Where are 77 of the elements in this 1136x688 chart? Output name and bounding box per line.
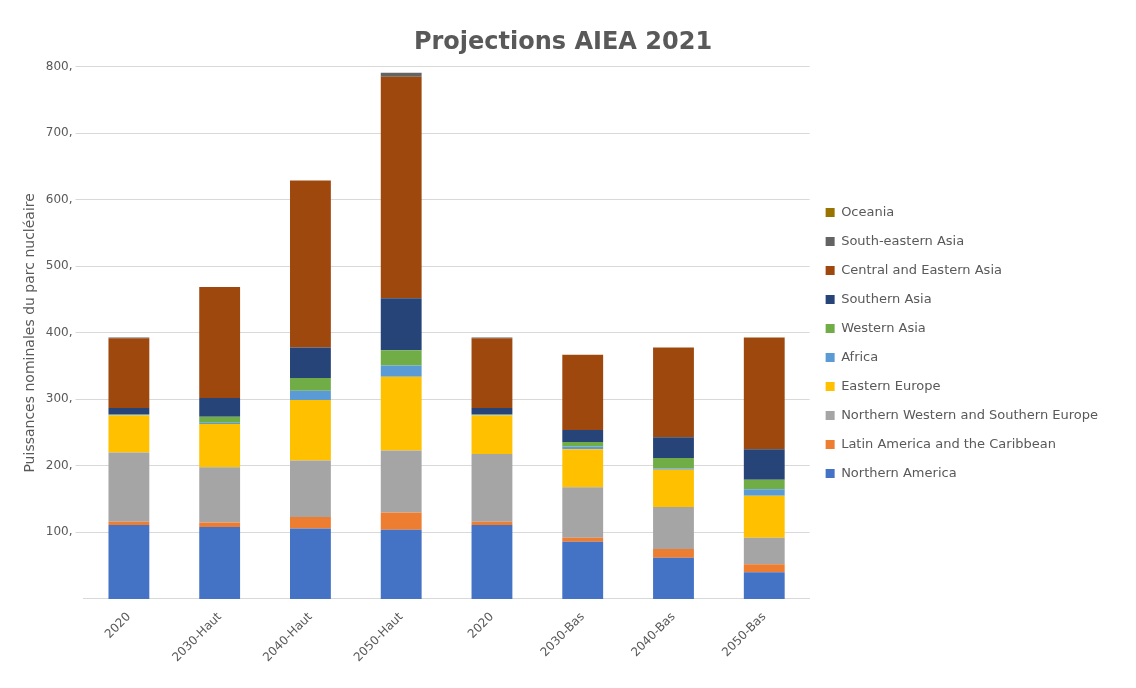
bar bbox=[471, 338, 513, 408]
y-tick-label: 400, bbox=[45, 324, 73, 339]
y-tick-label: 700, bbox=[45, 125, 73, 140]
bar bbox=[743, 479, 785, 490]
bar bbox=[380, 298, 422, 351]
bar bbox=[108, 338, 150, 408]
bar bbox=[562, 441, 604, 447]
bar bbox=[199, 423, 241, 468]
bar bbox=[380, 365, 422, 377]
bar bbox=[290, 180, 331, 348]
y-axis-title: Puissances nominales du parc nucléaire bbox=[21, 193, 38, 473]
bar bbox=[743, 449, 785, 480]
bar bbox=[108, 521, 150, 526]
bar bbox=[290, 378, 331, 391]
bar bbox=[380, 376, 422, 451]
bar bbox=[653, 469, 694, 508]
y-tick-label: 500, bbox=[45, 258, 73, 273]
bar bbox=[290, 528, 331, 599]
legend-label: South-eastern Asia bbox=[841, 232, 965, 248]
bar bbox=[562, 541, 604, 599]
bar bbox=[562, 354, 604, 430]
bar bbox=[199, 286, 241, 399]
legend-label: Southern Asia bbox=[841, 290, 932, 306]
bar bbox=[380, 529, 422, 599]
legend-label: Africa bbox=[841, 348, 879, 364]
legend-label: Central and Eastern Asia bbox=[841, 261, 1002, 277]
bar bbox=[653, 437, 694, 458]
legend-label: Western Asia bbox=[841, 319, 926, 335]
y-tick-label: 200, bbox=[45, 457, 73, 472]
bar bbox=[471, 415, 513, 454]
bar bbox=[380, 450, 422, 513]
bar bbox=[562, 449, 604, 488]
bar bbox=[290, 400, 331, 461]
bar bbox=[562, 487, 604, 538]
bar bbox=[562, 537, 604, 542]
bar bbox=[199, 398, 241, 417]
y-tick-label: 100, bbox=[45, 524, 73, 539]
bar bbox=[108, 452, 150, 522]
bar bbox=[199, 522, 241, 528]
bar bbox=[653, 347, 694, 438]
legend-label: Eastern Europe bbox=[841, 377, 941, 393]
legend-label: Northern America bbox=[841, 464, 957, 480]
bar bbox=[743, 572, 785, 599]
bar bbox=[743, 564, 785, 573]
legend-label: Northern Western and Southern Europe bbox=[841, 406, 1099, 422]
y-tick-label: 800, bbox=[45, 58, 73, 73]
bar bbox=[743, 489, 785, 496]
bar bbox=[471, 453, 513, 522]
bar bbox=[471, 525, 513, 599]
bar bbox=[290, 517, 331, 529]
bar bbox=[108, 407, 150, 414]
chart-title: Projections AIEA 2021 bbox=[413, 26, 713, 55]
bar bbox=[108, 525, 150, 599]
y-tick-label: 600, bbox=[45, 191, 73, 206]
bar bbox=[290, 347, 331, 379]
bar bbox=[380, 350, 422, 366]
bar bbox=[653, 548, 694, 558]
bar bbox=[199, 416, 241, 423]
bar bbox=[743, 337, 785, 450]
bar bbox=[380, 512, 422, 530]
bar bbox=[743, 537, 785, 565]
bar bbox=[380, 72, 422, 77]
y-tick-label: 300, bbox=[45, 391, 73, 406]
legend-label: Latin America and the Caribbean bbox=[841, 435, 1056, 451]
legend-label: Oceania bbox=[841, 203, 895, 219]
bar bbox=[290, 390, 331, 401]
bar bbox=[562, 429, 604, 442]
bar bbox=[743, 495, 785, 538]
bar bbox=[471, 407, 513, 414]
bar bbox=[653, 457, 694, 469]
bar bbox=[380, 76, 422, 299]
bar bbox=[199, 527, 241, 599]
bar bbox=[290, 460, 331, 518]
bar bbox=[108, 415, 150, 453]
bar bbox=[653, 557, 694, 599]
bar bbox=[653, 507, 694, 549]
bar bbox=[199, 467, 241, 523]
